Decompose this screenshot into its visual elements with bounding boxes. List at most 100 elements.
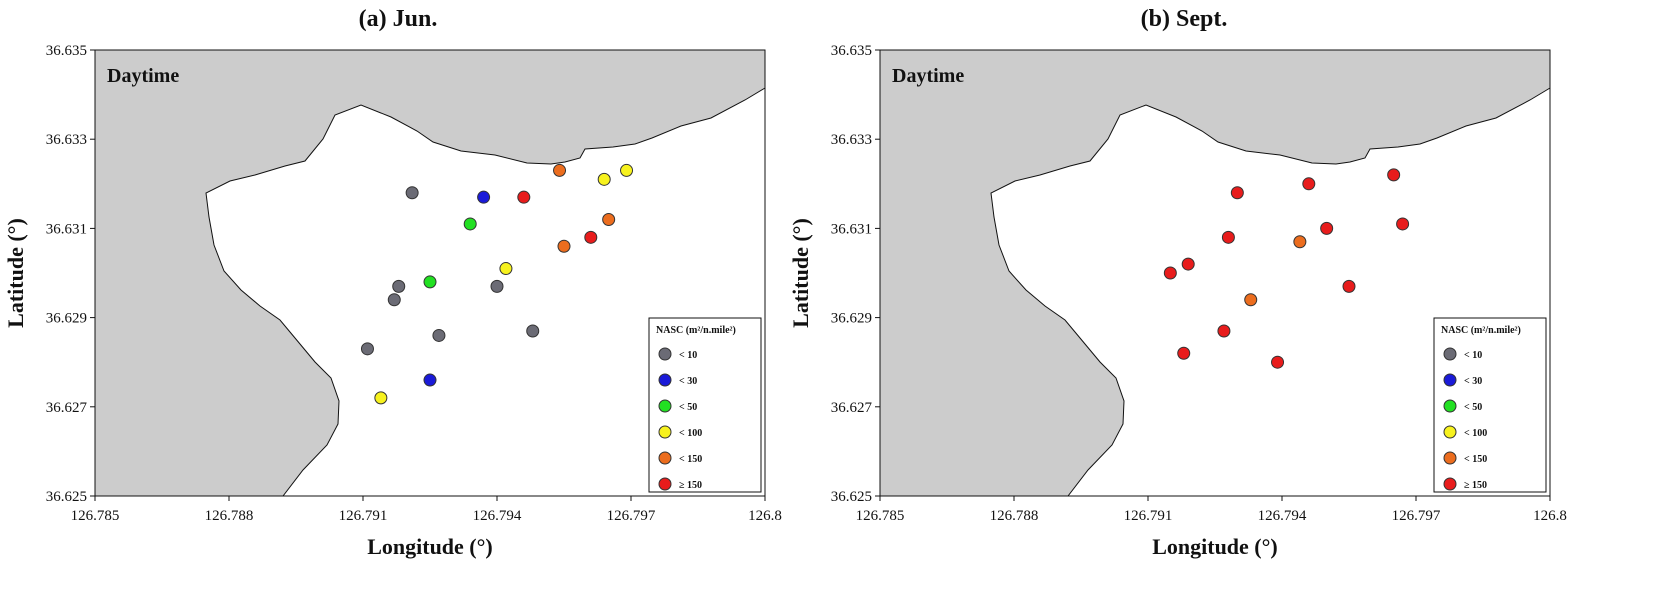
x-tick-label: 126.785 xyxy=(856,508,905,524)
x-tick-label: 126.791 xyxy=(1124,508,1173,524)
y-axis-label: Latitude (°) xyxy=(3,218,28,328)
legend-label: ≥ 150 xyxy=(679,480,702,491)
data-point xyxy=(1271,355,1285,369)
x-tick-label: 126.794 xyxy=(473,508,522,524)
panel-title-sept: (b) Sept. xyxy=(1140,6,1228,32)
x-tick-label: 126.794 xyxy=(1258,508,1307,524)
plot-frame xyxy=(94,49,766,497)
x-tick-label: 126.8 xyxy=(1533,508,1567,524)
y-tick-label: 36.629 xyxy=(831,311,872,327)
legend-swatch xyxy=(658,477,672,491)
data-point xyxy=(1302,177,1316,191)
data-point xyxy=(620,163,634,177)
legend-label: ≥ 150 xyxy=(1464,480,1487,491)
data-point xyxy=(477,190,491,204)
data-point xyxy=(490,279,504,293)
legend: NASC (m²/n.mile²) < 10 < 30 < 50 < 100 < 150 ≥… xyxy=(648,317,762,493)
data-point xyxy=(526,324,540,338)
data-point xyxy=(1177,346,1191,360)
legend-title: NASC (m²/n.mile²) xyxy=(1441,325,1521,336)
y-axis-label: Latitude (°) xyxy=(788,218,813,328)
y-tick-label: 36.633 xyxy=(46,132,87,148)
x-tick-label: 126.791 xyxy=(339,508,388,524)
legend-label: < 100 xyxy=(1464,428,1487,439)
y-tick-label: 36.631 xyxy=(831,221,872,237)
data-point xyxy=(1221,230,1235,244)
panel-title-jun: (a) Jun. xyxy=(358,6,438,32)
legend-label: < 10 xyxy=(679,350,697,361)
data-point xyxy=(1387,168,1401,182)
y-tick-label: 36.625 xyxy=(46,489,87,505)
data-point xyxy=(517,190,531,204)
x-tick-label: 126.8 xyxy=(748,508,782,524)
land-area xyxy=(94,49,766,497)
data-point xyxy=(387,293,401,307)
x-tick-label: 126.785 xyxy=(71,508,120,524)
data-point xyxy=(499,262,513,276)
legend-swatch xyxy=(1443,347,1457,361)
legend-label: < 30 xyxy=(679,376,697,387)
legend-title: NASC (m²/n.mile²) xyxy=(656,325,736,336)
legend-swatch xyxy=(658,399,672,413)
data-point xyxy=(432,328,446,342)
y-tick-label: 36.633 xyxy=(831,132,872,148)
data-point xyxy=(392,279,406,293)
y-tick-label: 36.635 xyxy=(46,43,87,59)
data-point xyxy=(1217,324,1231,338)
data-point xyxy=(1181,257,1195,271)
data-point xyxy=(1293,235,1307,249)
data-point xyxy=(423,373,437,387)
legend-swatch xyxy=(658,373,672,387)
data-point xyxy=(405,186,419,200)
daytime-annotation: Daytime xyxy=(892,65,964,87)
legend-swatch xyxy=(1443,425,1457,439)
data-point xyxy=(360,342,374,356)
data-point xyxy=(553,163,567,177)
legend-label: < 150 xyxy=(1464,454,1487,465)
legend-label: < 150 xyxy=(679,454,702,465)
data-point xyxy=(602,212,616,226)
data-point xyxy=(597,172,611,186)
y-tick-label: 36.625 xyxy=(831,489,872,505)
legend-swatch xyxy=(658,451,672,465)
data-point xyxy=(423,275,437,289)
daytime-annotation: Daytime xyxy=(107,65,179,87)
data-point xyxy=(1342,279,1356,293)
y-tick-label: 36.627 xyxy=(831,400,873,416)
plot-area-1: 126.785 126.788 126.791 126.794 126.797 126.8… xyxy=(788,43,1567,559)
data-point xyxy=(1230,186,1244,200)
legend-label: < 50 xyxy=(1464,402,1482,413)
legend-swatch xyxy=(658,347,672,361)
data-point xyxy=(1396,217,1410,231)
data-point xyxy=(463,217,477,231)
legend-label: < 30 xyxy=(1464,376,1482,387)
data-point xyxy=(584,230,598,244)
legend-swatch xyxy=(658,425,672,439)
legend-swatch xyxy=(1443,399,1457,413)
legend-label: < 50 xyxy=(679,402,697,413)
x-axis-label: Longitude (°) xyxy=(367,534,493,559)
x-tick-label: 126.788 xyxy=(990,508,1039,524)
y-tick-label: 36.627 xyxy=(46,400,88,416)
x-tick-label: 126.797 xyxy=(1392,508,1441,524)
legend-swatch xyxy=(1443,373,1457,387)
y-tick-label: 36.635 xyxy=(831,43,872,59)
data-point xyxy=(557,239,571,253)
x-axis-label: Longitude (°) xyxy=(1152,534,1278,559)
legend-swatch xyxy=(1443,477,1457,491)
data-point xyxy=(374,391,388,405)
data-point xyxy=(1244,293,1258,307)
land-area xyxy=(879,49,1551,497)
plot-area-0: 126.785 126.788 126.791 126.794 126.797 126.8… xyxy=(3,43,782,559)
y-tick-label: 36.631 xyxy=(46,221,87,237)
legend: NASC (m²/n.mile²) < 10 < 30 < 50 < 100 < 150 ≥… xyxy=(1433,317,1547,493)
x-tick-label: 126.797 xyxy=(607,508,656,524)
legend-label: < 10 xyxy=(1464,350,1482,361)
y-tick-label: 36.629 xyxy=(46,311,87,327)
data-point xyxy=(1163,266,1177,280)
legend-swatch xyxy=(1443,451,1457,465)
legend-label: < 100 xyxy=(679,428,702,439)
data-point xyxy=(1320,221,1334,235)
x-tick-label: 126.788 xyxy=(205,508,254,524)
